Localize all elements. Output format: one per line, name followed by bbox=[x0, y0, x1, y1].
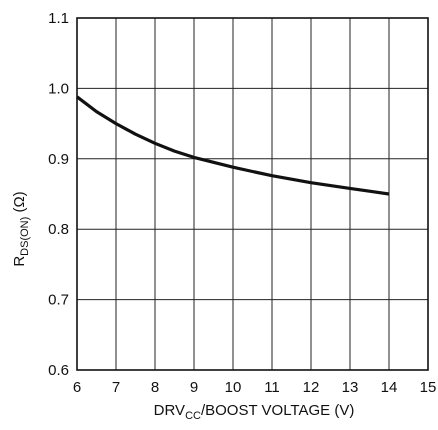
x-tick-labels: 6 7 8 9 10 11 12 13 14 15 bbox=[73, 379, 437, 396]
x-tick-label: 10 bbox=[225, 379, 242, 396]
y-tick-labels: 0.6 0.7 0.8 0.9 1.0 1.1 bbox=[48, 10, 69, 379]
y-tick-label: 0.8 bbox=[48, 221, 69, 238]
x-axis-title-sub: CC bbox=[185, 410, 201, 422]
x-tick-label: 8 bbox=[151, 379, 159, 396]
y-tick-label: 0.7 bbox=[48, 292, 69, 309]
y-tick-label: 1.0 bbox=[48, 80, 69, 97]
grid bbox=[76, 17, 429, 371]
plot-frame bbox=[76, 17, 429, 371]
x-axis-title: DRVCC/BOOST VOLTAGE (V) bbox=[154, 402, 355, 422]
x-tick-label: 12 bbox=[303, 379, 320, 396]
y-axis-title-main: R bbox=[11, 256, 28, 267]
series-layer bbox=[76, 95, 390, 196]
x-axis-title-rest: /BOOST VOLTAGE (V) bbox=[201, 402, 354, 419]
series-line-0 bbox=[76, 95, 390, 196]
x-tick-label: 14 bbox=[381, 379, 398, 396]
x-tick-label: 9 bbox=[190, 379, 198, 396]
x-tick-label: 13 bbox=[342, 379, 359, 396]
y-axis-title-sub: DS(ON) bbox=[19, 217, 31, 256]
y-axis-title: RDS(ON) (Ω) bbox=[11, 191, 31, 266]
y-axis-title-rest: (Ω) bbox=[11, 191, 28, 216]
x-tick-label: 6 bbox=[73, 379, 81, 396]
y-tick-label: 0.9 bbox=[48, 151, 69, 168]
x-axis-title-main: DRV bbox=[154, 402, 185, 419]
x-tick-label: 11 bbox=[264, 379, 280, 396]
x-tick-label: 7 bbox=[112, 379, 120, 396]
y-tick-label: 0.6 bbox=[48, 362, 69, 379]
x-tick-label: 15 bbox=[420, 379, 437, 396]
y-tick-label: 1.1 bbox=[48, 10, 69, 27]
